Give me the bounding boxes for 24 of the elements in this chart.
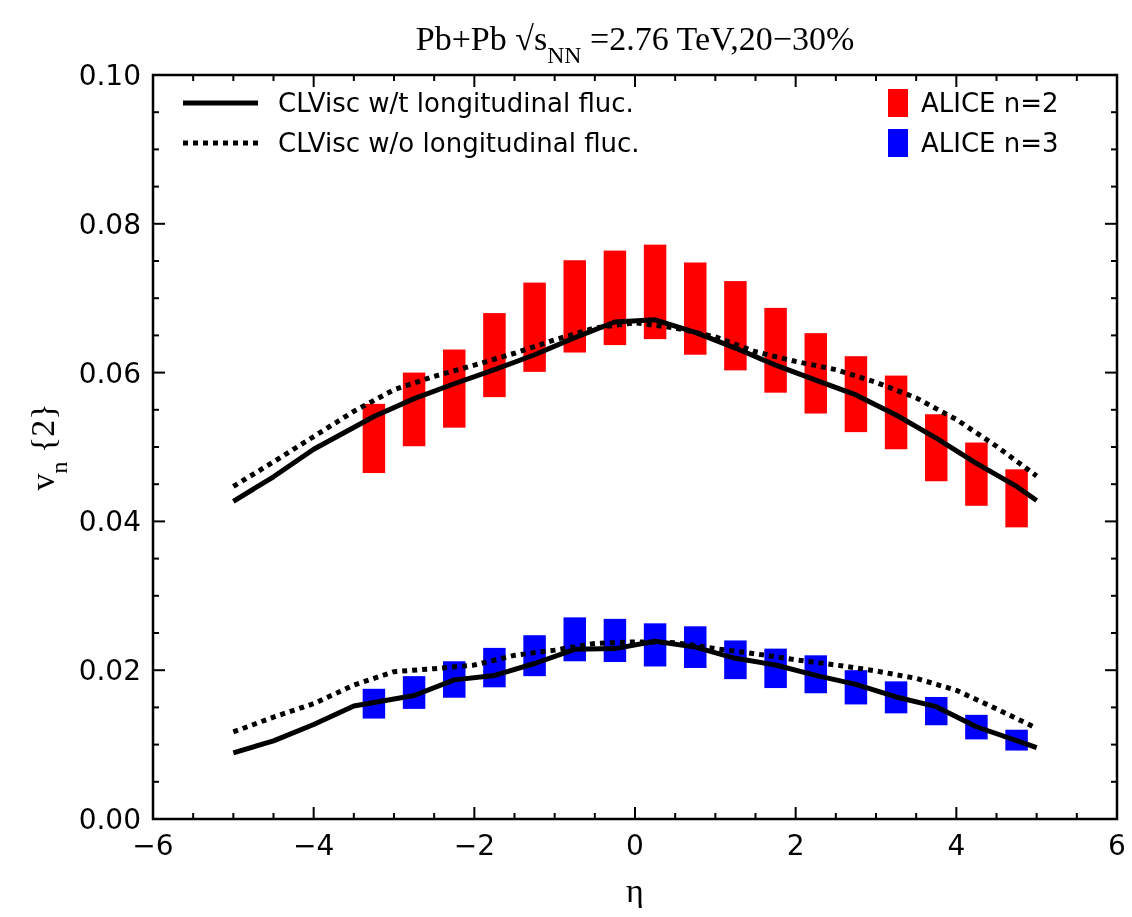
legend-label: ALICE n=2 xyxy=(921,88,1059,118)
bar xyxy=(965,442,988,506)
chart-title: Pb+Pb √s$_{NN}$ =2.76 TeV,20−30% xyxy=(415,20,855,68)
y-tick-label: 0.06 xyxy=(78,356,141,390)
x-tick-label: 4 xyxy=(947,829,966,862)
y-tick-label: 0.02 xyxy=(78,654,141,688)
legend-label: CLVisc w/o longitudinal fluc. xyxy=(278,128,640,158)
x-tick-label: −4 xyxy=(293,829,335,862)
bar xyxy=(764,307,787,393)
x-tick-label: 2 xyxy=(786,829,805,862)
x-tick-label: −2 xyxy=(453,829,495,862)
bar xyxy=(643,244,667,340)
legend-label: CLVisc w/t longitudinal fluc. xyxy=(278,88,634,118)
bar xyxy=(724,281,747,371)
y-tick-label: 0.08 xyxy=(78,207,141,241)
bar xyxy=(684,262,707,355)
bar xyxy=(603,250,627,346)
y-tick-label: 0.10 xyxy=(78,59,141,92)
bar xyxy=(563,260,586,353)
legend-label: ALICE n=3 xyxy=(921,128,1059,158)
x-tick-label: 0 xyxy=(626,829,644,862)
bar xyxy=(523,282,546,372)
x-tick-label: 6 xyxy=(1108,829,1126,862)
y-tick-label: 0.04 xyxy=(78,505,141,539)
